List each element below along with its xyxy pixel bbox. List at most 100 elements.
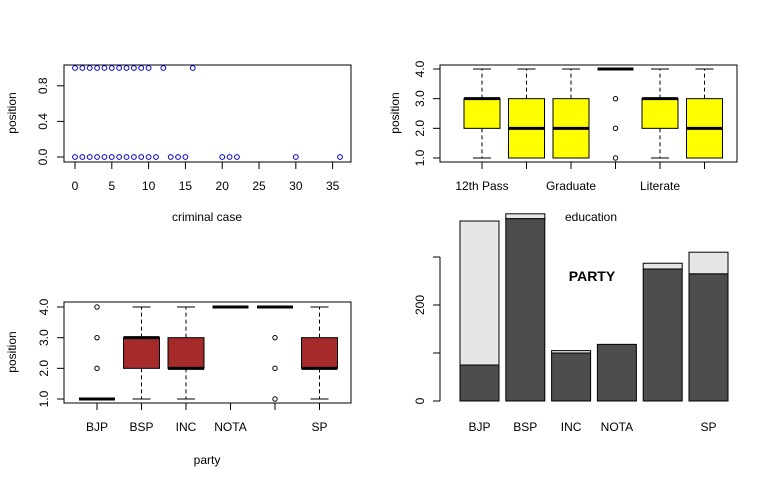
plot-frame (63, 64, 352, 163)
box (463, 68, 501, 159)
x-tick-label: 15 (179, 179, 193, 193)
bar-segment (505, 213, 546, 220)
chart-title: PARTY (569, 268, 616, 284)
box-body (463, 98, 501, 129)
scatter-point (130, 154, 137, 160)
scatter-point (167, 154, 174, 160)
x-tick-label: 25 (252, 179, 266, 193)
x-tick-label: Literate (640, 179, 680, 193)
box (508, 68, 545, 159)
scatter-point (160, 65, 167, 71)
y-tick-label: 4.0 (413, 60, 427, 77)
x-axis: 0 5 10 15 20 25 30 35 (72, 161, 340, 193)
box-body (301, 337, 338, 369)
y-tick-label: 0.0 (36, 148, 50, 165)
y-tick-label: 3.0 (413, 90, 427, 107)
scatter-point (94, 154, 100, 160)
scatter-point (145, 154, 152, 160)
scatter-point (234, 154, 240, 160)
scatter-point (108, 65, 115, 71)
y-tick-label: 200 (413, 295, 427, 315)
panel-party-barplot: PARTY BJP BSP INC NOTA SP 0 200 (413, 213, 729, 434)
panel-education-boxplot: 12th Pass Graduate Literate 1.0 2.0 3.0 4.0 e… (388, 60, 738, 224)
box (686, 68, 723, 159)
y-tick-label: 1.0 (413, 149, 427, 166)
outlier-point (612, 95, 619, 102)
x-axis-label: party (194, 453, 221, 467)
scatter-point (116, 65, 123, 71)
scatter-point (79, 154, 86, 160)
outlier-point (94, 334, 100, 341)
scatter-point (130, 65, 137, 71)
x-tick-label: SP (311, 420, 327, 434)
bar-segment (551, 350, 592, 354)
outlier-point (94, 365, 100, 372)
scatter-point (72, 65, 78, 71)
x-tick-label: Graduate (546, 179, 596, 193)
scatter-point (86, 154, 93, 160)
y-tick-label: 4.0 (37, 298, 51, 315)
scatter-point (94, 65, 100, 71)
y-axis-label: position (388, 92, 402, 133)
box (123, 306, 160, 400)
box-body (641, 98, 679, 129)
y-axis-label: position (5, 92, 19, 133)
bar-stacks (459, 213, 729, 402)
scatter-point (189, 65, 196, 71)
outlier-point (612, 155, 619, 161)
scatter-point (108, 154, 115, 160)
bar-segment (642, 262, 683, 270)
bar-segment (688, 251, 729, 275)
scatter-point (101, 65, 108, 71)
outlier-point (272, 396, 278, 402)
y-tick-label: 0.8 (36, 77, 50, 94)
boxplot-boxes (79, 304, 338, 402)
box (552, 68, 590, 159)
box (641, 68, 679, 159)
panel-party-boxplot: BJP BSP INC NOTA SP 1.0 2.0 3.0 4.0 party posit… (5, 298, 352, 467)
scatter-point (116, 154, 123, 160)
box (167, 306, 205, 400)
x-tick-label: BSP (129, 420, 153, 434)
y-tick-label: 3.0 (37, 329, 51, 346)
x-tick-label: SP (700, 420, 716, 434)
x-tick-label: 20 (216, 179, 230, 193)
bar-segment (505, 218, 546, 402)
x-tick-label: 10 (142, 179, 156, 193)
scatter-point (226, 154, 233, 160)
x-axis: 12th Pass Graduate Literate (455, 161, 705, 193)
y-tick-label: 0.4 (36, 113, 50, 130)
y-axis: 1.0 2.0 3.0 4.0 (413, 60, 441, 166)
x-axis: BJP BSP INC NOTA SP (468, 420, 716, 434)
scatter-point (138, 154, 145, 160)
scatter-point (219, 154, 226, 160)
x-tick-label: INC (176, 420, 197, 434)
scatter-point (138, 65, 145, 71)
x-tick-label: 35 (326, 179, 340, 193)
x-tick-label: 30 (289, 179, 303, 193)
box (597, 67, 634, 161)
box (301, 306, 338, 400)
x-tick-label: 12th Pass (455, 179, 508, 193)
y-tick-label: 2.0 (413, 120, 427, 137)
y-axis: 0.0 0.4 0.8 (36, 77, 65, 165)
box-body (167, 337, 205, 369)
outlier-point (272, 334, 278, 341)
y-axis: 0 200 (413, 256, 441, 404)
scatter-point (72, 154, 78, 160)
y-axis: 1.0 2.0 3.0 4.0 (37, 298, 65, 407)
scatter-point (182, 154, 189, 160)
scatter-point (175, 154, 181, 160)
bar-segment (459, 364, 500, 402)
x-tick-label: NOTA (214, 420, 246, 434)
x-tick-label: BJP (86, 420, 108, 434)
scatter-point (153, 154, 159, 160)
bar-segment (551, 352, 592, 402)
outlier-point (94, 304, 100, 310)
scatter-point (123, 65, 130, 71)
y-axis-label: position (5, 331, 19, 372)
outlier-point (612, 125, 619, 132)
x-axis-label: criminal case (172, 210, 242, 224)
scatter-point (292, 154, 299, 160)
